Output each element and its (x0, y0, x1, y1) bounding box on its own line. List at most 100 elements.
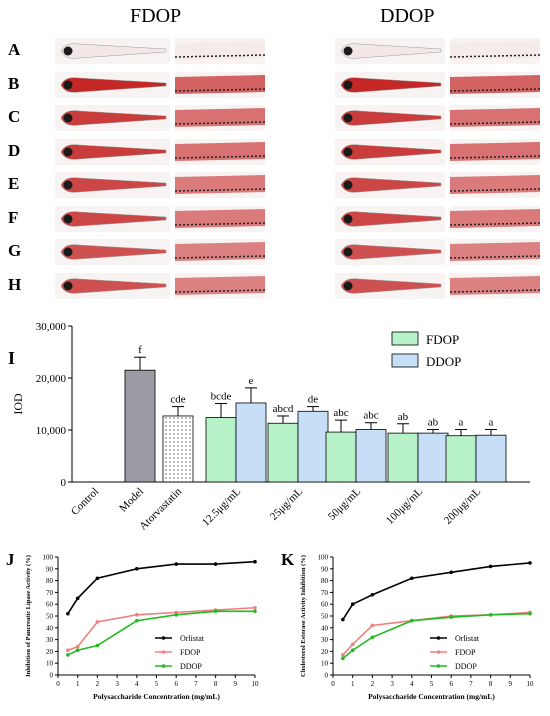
ddop-whole-larva-image (335, 205, 445, 232)
x-tick-label: 100μg/mL (384, 485, 425, 526)
significance-label: ab (398, 411, 409, 423)
data-point (135, 567, 139, 571)
x-tick-label: 9 (234, 680, 238, 688)
bar-fdop (325, 431, 357, 483)
x-tick-label: Model (117, 486, 146, 515)
series-line-fdop (67, 606, 256, 651)
data-point (253, 559, 257, 564)
data-point (370, 635, 375, 640)
data-point (174, 562, 178, 566)
y-tick-label: 40 (46, 624, 54, 632)
y-tick-label: 90 (321, 565, 329, 573)
bar-ddop (355, 429, 387, 483)
data-point (449, 615, 453, 619)
row-label: G (8, 241, 22, 260)
fdop-trunk-zoom-image (174, 105, 266, 131)
fdop-whole-larva-image (55, 71, 170, 98)
significance-label: ab (428, 416, 439, 428)
legend-label: Orlistat (455, 634, 480, 643)
data-point (213, 609, 218, 614)
data-point (253, 609, 257, 614)
significance-label: de (308, 394, 319, 406)
y-tick-label: 60 (46, 601, 54, 609)
legend-marker (436, 636, 441, 640)
x-tick-label: 2 (96, 680, 100, 688)
legend-label: DDOP (455, 662, 477, 671)
bar-fdop (445, 435, 477, 483)
legend-swatch-fdop (391, 331, 419, 346)
ddop-whole-larva-image (335, 272, 445, 299)
x-tick-label: 5 (430, 680, 434, 688)
fdop-whole-larva-image (55, 272, 170, 299)
y-tick-label: 0 (50, 672, 54, 680)
panel-label: K (281, 550, 295, 569)
legend-label-ddop: DDOP (426, 354, 461, 369)
x-tick-label: 1 (76, 680, 80, 688)
ddop-trunk-zoom-image (449, 272, 541, 299)
ddop-trunk-zoom-image (449, 172, 541, 198)
x-tick-label: 3 (115, 680, 119, 688)
data-point (135, 618, 139, 623)
x-tick-label: 7 (469, 680, 473, 688)
data-point (174, 613, 178, 617)
data-point (66, 653, 70, 657)
data-point (341, 653, 345, 657)
x-axis-label: Polysaccharide Concentration (mg/mL) (93, 692, 220, 701)
ddop-trunk-zoom-image (449, 239, 541, 265)
legend-label: DDOP (180, 662, 202, 671)
x-tick-label: 8 (214, 680, 218, 688)
series-line-orlistat (342, 562, 531, 620)
x-tick-label: 200μg/mL (442, 485, 483, 526)
legend-marker (436, 664, 441, 668)
x-tick-label: 8 (489, 680, 493, 688)
fdop-trunk-zoom-image (174, 172, 266, 198)
ddop-whole-larva-image (335, 138, 445, 165)
ddop-trunk-zoom-image (449, 205, 541, 232)
y-tick-label: 100 (43, 554, 54, 562)
bar-fdop (387, 432, 419, 483)
significance-label: abc (363, 410, 378, 422)
x-tick-label: 50μg/mL (326, 485, 363, 522)
significance-label: abc (333, 407, 348, 419)
data-point (95, 643, 100, 648)
legend-label: FDOP (180, 648, 201, 657)
y-tick-label: 60 (321, 601, 329, 609)
data-point (350, 642, 355, 647)
row-label: E (8, 174, 20, 193)
x-tick-label: 25μg/mL (268, 485, 305, 522)
fdop-whole-larva-image (55, 205, 170, 232)
fdop-whole-larva-image (55, 239, 170, 265)
y-tick-label: 20 (46, 648, 54, 656)
x-axis-label: Polysaccharide Concentration (mg/mL) (368, 692, 495, 701)
x-tick-label: 3 (390, 680, 394, 688)
fdop-header: FDOP (130, 5, 182, 27)
legend-marker (161, 664, 166, 668)
iod-bar-chart: I 0 10,000 20,000 30,000 IOD f cde bcde e abcd de ab… (8, 321, 530, 533)
x-tick-label: 10 (252, 680, 260, 688)
y-axis-label: Cholesterol Esterase Activity Inhibition… (300, 555, 307, 677)
x-tick-label: 10 (527, 680, 535, 688)
ddop-header: DDOP (380, 5, 435, 27)
y-tick-label: 30 (321, 636, 329, 644)
legend-marker (161, 650, 166, 654)
y-tick-label: 10 (46, 660, 54, 668)
y-tick-label: 90 (46, 565, 54, 573)
series-line-ddop (67, 610, 255, 656)
x-tick-label: Control (69, 486, 101, 518)
data-point (253, 605, 257, 610)
row-label: C (8, 107, 21, 126)
fdop-trunk-zoom-image (174, 205, 266, 232)
significance-label: f (138, 344, 142, 356)
bar-ddop (235, 402, 267, 483)
ddop-trunk-zoom-image (449, 138, 541, 165)
ddop-trunk-zoom-image (449, 105, 541, 131)
y-tick-label: 0 (325, 672, 329, 680)
ddop-whole-larva-image (335, 71, 445, 98)
fdop-trunk-zoom-image (174, 272, 266, 299)
data-point (410, 618, 414, 623)
y-tick-label: 10 (321, 660, 329, 668)
significance-label: a (489, 416, 494, 428)
data-point (213, 562, 218, 566)
data-point (95, 576, 100, 581)
significance-label: a (459, 416, 464, 428)
